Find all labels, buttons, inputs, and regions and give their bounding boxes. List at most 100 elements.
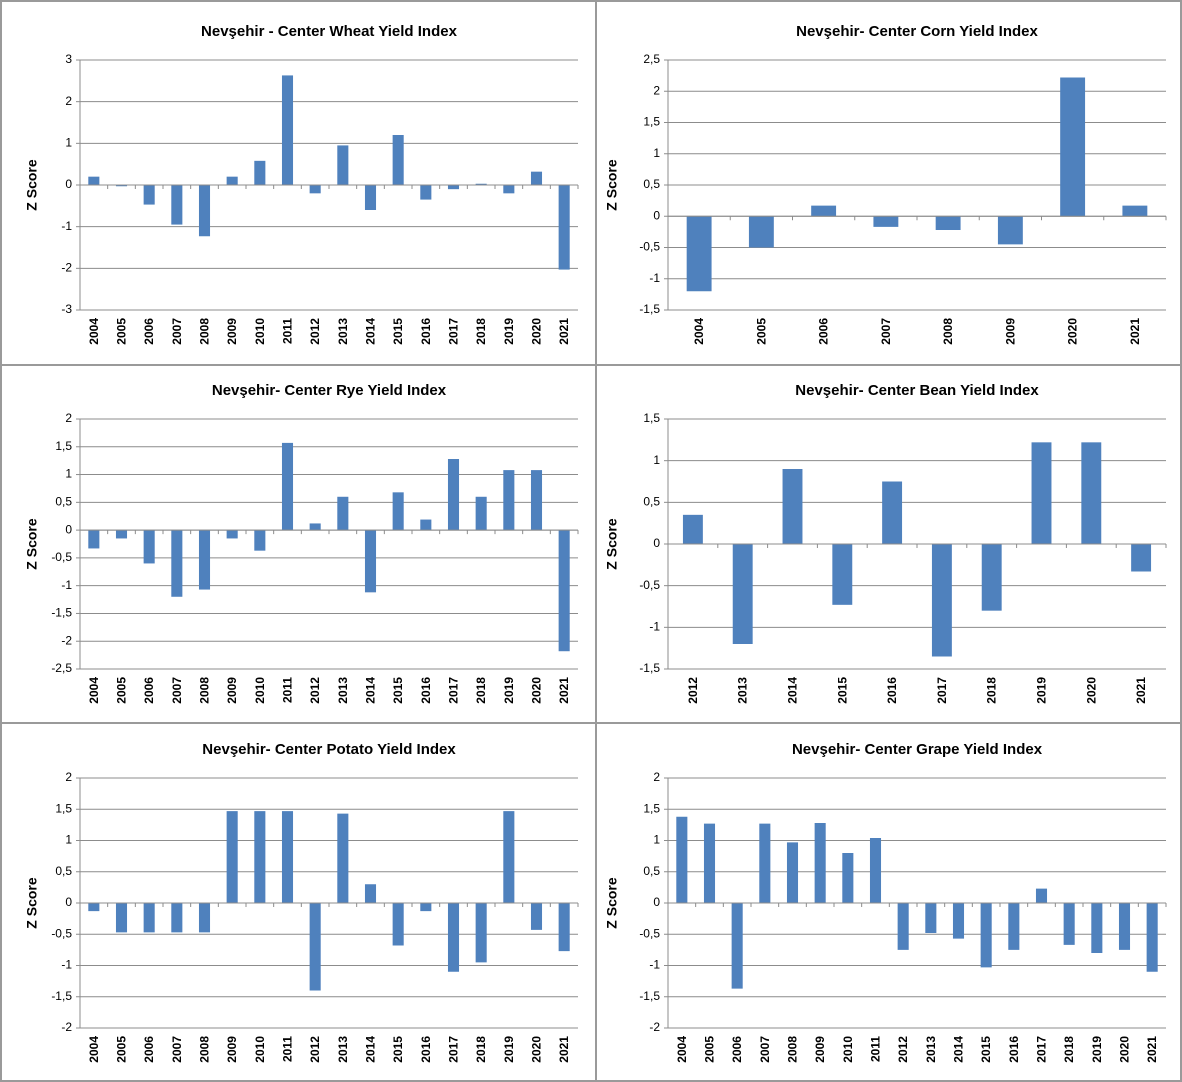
x-tick-label: 2019 [502, 318, 516, 345]
x-tick-label: 2016 [419, 677, 433, 704]
x-tick-label: 2020 [530, 1036, 544, 1063]
y-tick-label: -1 [61, 958, 72, 972]
bar [1063, 903, 1075, 945]
x-tick-label: 2012 [896, 1036, 910, 1063]
y-tick-label: 1,5 [643, 801, 660, 815]
bar [1118, 903, 1131, 950]
x-tick-label: 2008 [198, 1036, 212, 1063]
x-tick-label: 2009 [225, 677, 239, 704]
bar [1008, 903, 1020, 950]
bar [873, 216, 899, 227]
x-tick-label: 2018 [474, 1036, 488, 1063]
bar [143, 185, 155, 205]
y-tick-label: -2 [61, 261, 72, 275]
x-tick-label: 2011 [281, 677, 295, 703]
y-tick-label: 0,5 [55, 864, 72, 878]
y-tick-label: 1,5 [55, 801, 72, 815]
bar [703, 823, 716, 903]
bar [88, 530, 100, 549]
x-tick-label: 2011 [281, 1036, 295, 1062]
y-tick-label: 0 [65, 177, 72, 191]
y-tick-label: 1 [653, 146, 660, 160]
y-tick-label: -0,5 [51, 550, 72, 564]
x-tick-label: 2007 [758, 1036, 772, 1063]
x-tick-label: 2006 [142, 318, 156, 345]
y-tick-label: -1,5 [639, 989, 660, 1003]
bar [198, 530, 211, 590]
bar [558, 903, 570, 952]
x-tick-label: 2021 [1134, 677, 1148, 704]
bar [503, 811, 515, 903]
bar [935, 216, 961, 230]
bar [731, 903, 743, 989]
bar [925, 903, 937, 933]
y-tick-label: -1 [61, 578, 72, 592]
y-tick-label: 3 [65, 52, 72, 66]
bar [503, 185, 515, 194]
y-axis-title: Z Score [24, 159, 40, 211]
bar [254, 811, 266, 903]
bar [88, 176, 100, 185]
x-tick-label: 2013 [736, 677, 750, 704]
bar [447, 903, 460, 972]
x-tick-label: 2016 [1007, 1036, 1021, 1063]
x-tick-label: 2007 [170, 1036, 184, 1063]
x-tick-label: 2021 [1145, 1036, 1159, 1063]
x-tick-label: 2004 [87, 677, 101, 704]
bar [782, 469, 803, 544]
x-tick-label: 2004 [675, 1036, 689, 1063]
bar [1122, 205, 1148, 217]
bar [842, 853, 854, 903]
bar [364, 884, 377, 903]
x-tick-label: 2005 [115, 1036, 129, 1063]
x-tick-label: 2006 [142, 1036, 156, 1063]
y-tick-label: 2 [653, 770, 660, 784]
y-tick-label: 1,5 [643, 115, 660, 129]
bar [88, 903, 100, 912]
bar [392, 492, 404, 531]
y-tick-label: -1,5 [639, 302, 660, 316]
x-tick-label: 2005 [703, 1036, 717, 1063]
chart-title: Nevşehir- Center Bean Yield Index [795, 382, 1039, 399]
x-tick-label: 2017 [447, 677, 461, 704]
x-tick-label: 2005 [115, 677, 129, 704]
bar [281, 75, 294, 185]
x-tick-label: 2013 [336, 1036, 350, 1063]
bar [558, 185, 570, 270]
y-tick-label: 1 [65, 467, 72, 481]
bar [447, 459, 460, 531]
x-tick-label: 2019 [502, 677, 516, 704]
y-tick-label: -1 [649, 958, 660, 972]
x-tick-label: 2016 [419, 1036, 433, 1063]
bar [392, 903, 404, 946]
bar [309, 903, 321, 991]
x-tick-label: 2018 [985, 677, 999, 704]
y-tick-label: 0 [653, 895, 660, 909]
y-tick-label: 1 [653, 453, 660, 467]
bar [226, 811, 238, 903]
y-tick-label: -0,5 [639, 926, 660, 940]
x-tick-label: 2008 [786, 1036, 800, 1063]
x-tick-label: 2020 [530, 318, 544, 345]
y-tick-label: 2,5 [643, 52, 660, 66]
bar [143, 530, 155, 564]
bar [475, 903, 487, 963]
bar [814, 823, 826, 903]
y-tick-label: -1,5 [639, 661, 660, 675]
x-tick-label: 2014 [364, 1036, 378, 1063]
x-tick-label: 2017 [1035, 1036, 1049, 1063]
x-tick-label: 2007 [879, 318, 893, 345]
x-tick-label: 2004 [87, 1036, 101, 1063]
x-tick-label: 2012 [686, 677, 700, 704]
bar [364, 185, 377, 210]
y-tick-label: -2 [649, 1020, 660, 1034]
x-tick-label: 2020 [530, 677, 544, 704]
y-tick-label: 1 [65, 136, 72, 150]
bar [1031, 442, 1052, 544]
bar [748, 216, 774, 248]
y-tick-label: 2 [65, 770, 72, 784]
bar [420, 519, 432, 531]
bar [254, 530, 266, 551]
bar [364, 530, 377, 593]
